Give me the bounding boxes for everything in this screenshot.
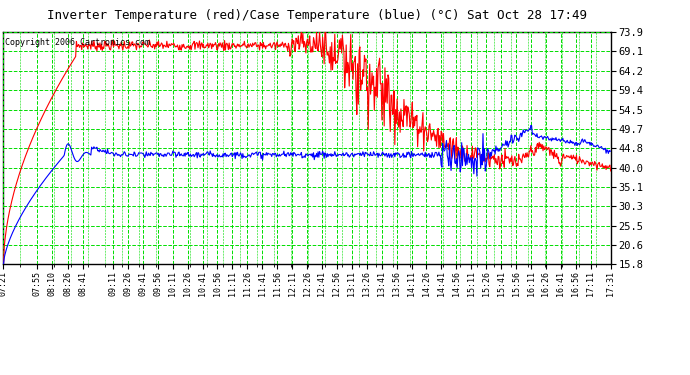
Text: Inverter Temperature (red)/Case Temperature (blue) (°C) Sat Oct 28 17:49: Inverter Temperature (red)/Case Temperat… bbox=[48, 9, 587, 22]
Text: Copyright 2006 Cartronics.com: Copyright 2006 Cartronics.com bbox=[5, 38, 150, 47]
